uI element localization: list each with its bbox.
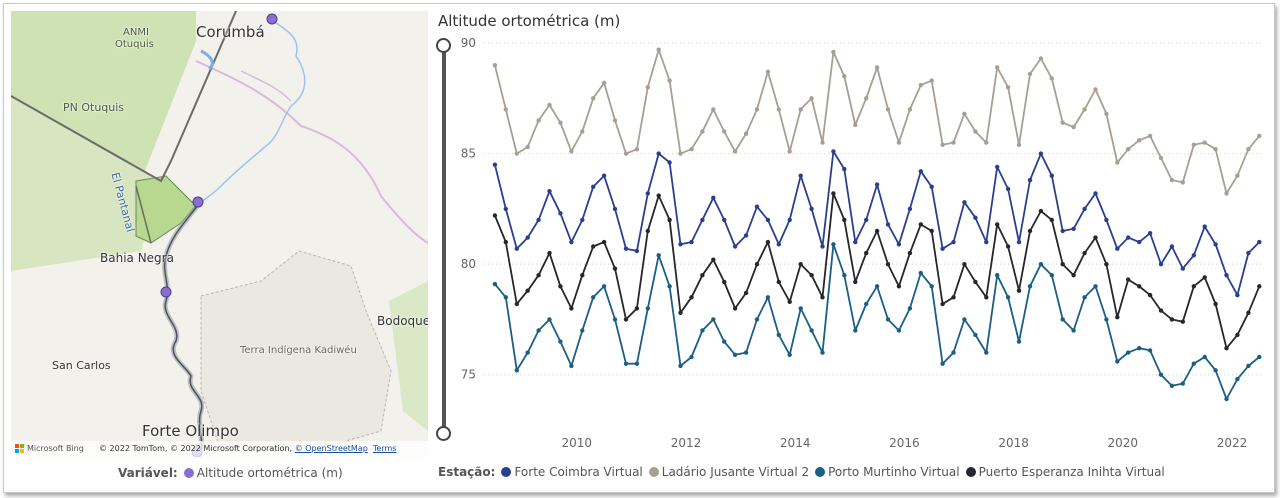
legend-item-3[interactable]: Puerto Esperanza Inihta Virtual bbox=[965, 465, 1165, 479]
slider-bottom-handle[interactable] bbox=[436, 426, 451, 441]
map-legend-item[interactable]: Altitude ortométrica (m) bbox=[196, 466, 343, 480]
slider-top-handle[interactable] bbox=[436, 38, 451, 53]
map-label-bodoquena: Bodoque bbox=[377, 314, 428, 328]
legend-item-2[interactable]: Porto Murtinho Virtual bbox=[815, 465, 960, 479]
copyright-text: © 2022 TomTom, © 2022 Microsoft Corporat… bbox=[99, 444, 295, 453]
series-legend-items: Forte Coimbra Virtual Ladário Jusante Vir… bbox=[501, 465, 1170, 479]
legend-label: Porto Murtinho Virtual bbox=[828, 465, 960, 479]
map-visual[interactable]: Corumbá ANMI Otuquis PN Otuquis El Panta… bbox=[11, 11, 428, 457]
map-legend-title: Variável: bbox=[118, 466, 178, 480]
map-point-forte-coimbra[interactable] bbox=[192, 196, 204, 208]
legend-dot-icon bbox=[648, 467, 659, 477]
microsoft-logo-icon bbox=[15, 444, 24, 453]
legend-dot-icon bbox=[965, 467, 976, 477]
legend-item-1[interactable]: Ladário Jusante Virtual 2 bbox=[648, 465, 810, 479]
osm-link[interactable]: © OpenStreetMap bbox=[294, 444, 368, 453]
map-point-ladario[interactable] bbox=[266, 13, 278, 25]
map-label-forte-olimpo: Forte Olimpo bbox=[142, 422, 239, 440]
map-label-pn-otuquis: PN Otuquis bbox=[63, 101, 125, 114]
map-label-anmi: ANMI bbox=[123, 27, 149, 38]
legend-dot-icon bbox=[501, 467, 512, 477]
legend-label: Forte Coimbra Virtual bbox=[514, 465, 643, 479]
map-label-terra-indigena: Terra Indígena Kadiwéu bbox=[240, 345, 357, 356]
series-legend: Estação: Forte Coimbra Virtual Ladário Ju… bbox=[438, 465, 1171, 479]
bing-logo: Microsoft Bing bbox=[15, 444, 84, 453]
bing-label: Microsoft Bing bbox=[27, 444, 84, 453]
map-label-san-carlos: San Carlos bbox=[52, 359, 111, 372]
anmi-otuquis-area bbox=[11, 11, 196, 181]
map-point-puerto-esperanza[interactable] bbox=[160, 286, 172, 298]
terms-link[interactable]: Terms bbox=[372, 444, 397, 453]
map-copyright: © 2022 TomTom, © 2022 Microsoft Corporat… bbox=[99, 444, 396, 453]
map-label-otuquis: Otuquis bbox=[115, 39, 154, 50]
legend-label: Puerto Esperanza Inihta Virtual bbox=[978, 465, 1165, 479]
chart-title: Altitude ortométrica (m) bbox=[438, 12, 621, 30]
terra-indigena-area bbox=[200, 250, 392, 452]
legend-dot-icon bbox=[815, 467, 826, 477]
map-legend-dot-icon bbox=[183, 468, 194, 478]
legend-item-0[interactable]: Forte Coimbra Virtual bbox=[501, 465, 643, 479]
map-attribution: Microsoft Bing © 2022 TomTom, © 2022 Mic… bbox=[11, 441, 428, 457]
map-canvas bbox=[11, 11, 428, 457]
map-legend: Variável: Altitude ortométrica (m) bbox=[118, 466, 343, 480]
y-axis-zoom-slider[interactable] bbox=[442, 45, 446, 433]
map-label-corumba: Corumbá bbox=[196, 23, 265, 41]
map-label-bahia-negra: Bahia Negra bbox=[100, 251, 174, 265]
series-legend-title: Estação: bbox=[438, 465, 496, 479]
pn-otuquis-area bbox=[11, 96, 161, 271]
legend-label: Ladário Jusante Virtual 2 bbox=[661, 465, 810, 479]
